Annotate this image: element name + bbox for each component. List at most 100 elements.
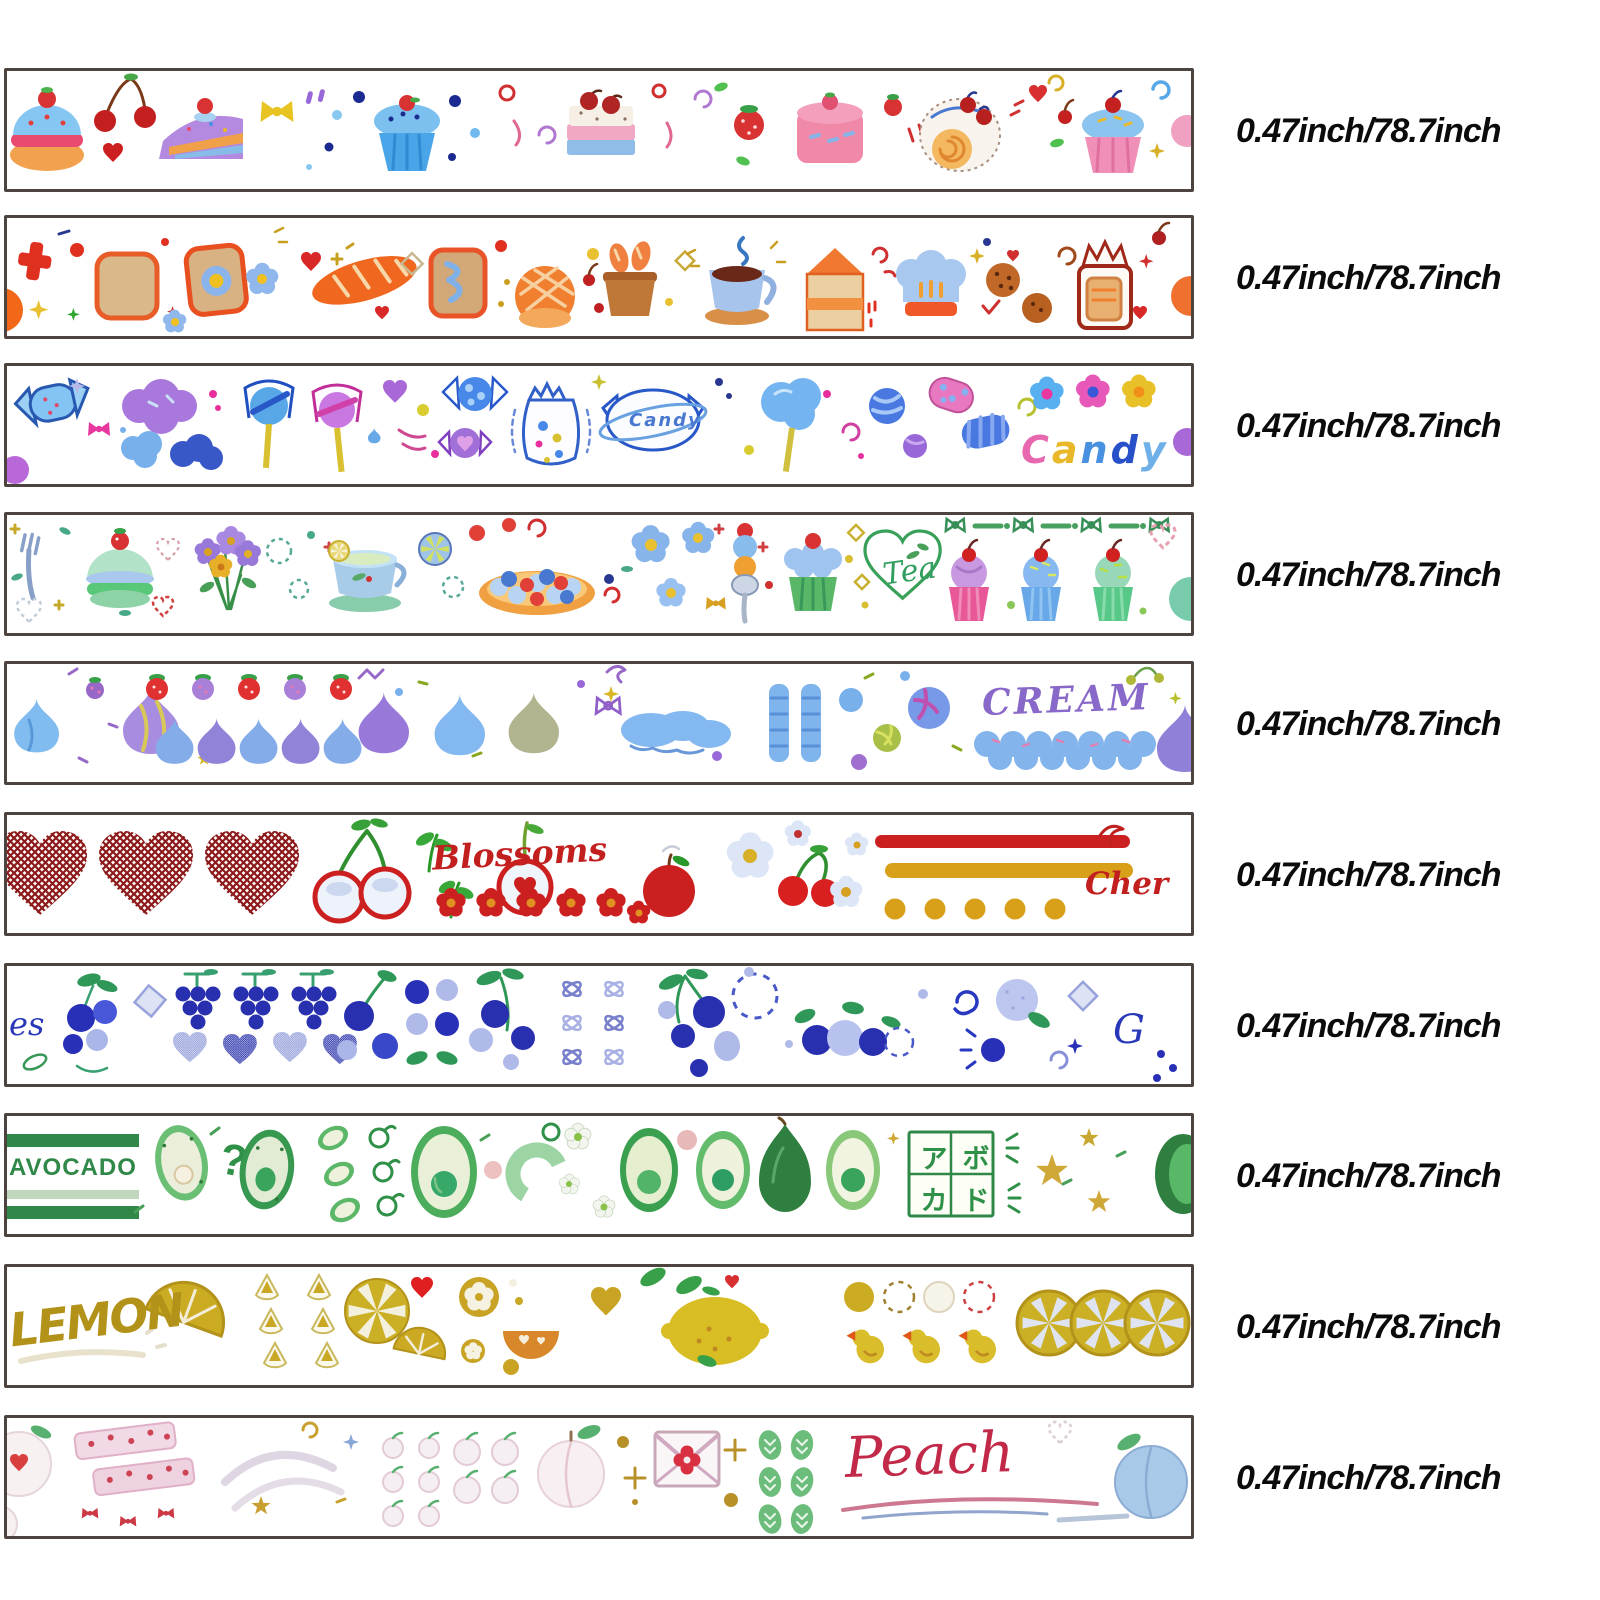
mint-macaron-icon bbox=[86, 528, 154, 608]
lollipop-blue-icon bbox=[243, 379, 295, 469]
gold-stars bbox=[1035, 1128, 1127, 1212]
bread-bag-icon bbox=[1077, 238, 1133, 330]
bouquet-icon bbox=[194, 526, 261, 611]
tape-row-blueberry: es G 0.47inch/78.7inch bbox=[0, 963, 1600, 1087]
pink-cupcake-icon bbox=[1082, 89, 1144, 173]
cotton-candy-stick-icon bbox=[744, 378, 821, 472]
edge-deco-right bbox=[1133, 221, 1191, 320]
lemon-slice-blue-icon bbox=[418, 532, 465, 599]
strawberry-icon bbox=[734, 105, 764, 166]
swirl-balls bbox=[839, 671, 963, 770]
underline-swooshes bbox=[841, 1497, 1130, 1523]
tape-strip-peach: Peach bbox=[4, 1415, 1194, 1539]
tape-art-lemon bbox=[18, 1267, 1191, 1375]
green-cupcake-icon bbox=[784, 533, 842, 611]
tape-row-dess ert: 0.47inch/78.7inch bbox=[0, 68, 1600, 192]
whole-avocado bbox=[759, 1116, 811, 1212]
kana-a: ア bbox=[920, 1143, 948, 1174]
dashed-circle-2 bbox=[883, 989, 928, 1058]
size-label: 0.47inch/78.7inch bbox=[1236, 856, 1502, 894]
tape-art-peach bbox=[7, 1420, 1188, 1536]
heart-sparkles bbox=[273, 226, 355, 271]
tea-deco-left bbox=[9, 523, 131, 623]
slice-drops-grid bbox=[254, 1272, 340, 1369]
chef-hat-icon bbox=[896, 250, 966, 316]
deco-heart-swirl bbox=[1009, 74, 1075, 148]
orange-half bbox=[503, 1331, 559, 1359]
berry-sprig-2 bbox=[469, 968, 535, 1070]
berry-trio bbox=[794, 1001, 901, 1056]
bow-outline-purple bbox=[594, 665, 627, 715]
toast-icon bbox=[94, 238, 179, 321]
dot-cluster bbox=[448, 84, 557, 161]
meringue-kiss-purple bbox=[358, 692, 409, 754]
size-label: 0.47inch/78.7inch bbox=[1236, 1308, 1502, 1346]
kana-do: ド bbox=[962, 1185, 990, 1216]
size-label: 0.47inch/78.7inch bbox=[1236, 1157, 1502, 1195]
meringue-kiss-blue bbox=[14, 698, 59, 753]
dotted-heart-peach bbox=[1047, 1420, 1073, 1445]
leaf-pair bbox=[640, 1267, 717, 1367]
cream-columns bbox=[769, 684, 821, 762]
avocado-half-4 bbox=[696, 1131, 750, 1209]
tape-strip-blueberry: es G bbox=[4, 963, 1194, 1087]
tape-art-bread bbox=[7, 221, 1191, 333]
tape-art-candy bbox=[7, 374, 1191, 484]
swiss-roll-icon bbox=[919, 91, 1001, 172]
ring-swirls-column bbox=[368, 1124, 405, 1217]
meringue-wave bbox=[155, 718, 362, 764]
ribbon-bows-grid bbox=[562, 980, 624, 1066]
red-cross-icon bbox=[18, 241, 52, 281]
circle-row bbox=[844, 1280, 996, 1314]
strawberry-dash bbox=[884, 94, 925, 143]
cherry-cupcake-pink bbox=[949, 538, 989, 621]
dotted-washi-strips bbox=[73, 1421, 196, 1527]
cookies-icon bbox=[969, 238, 1077, 323]
layered-cake-icon bbox=[10, 87, 84, 171]
sparkle-envelope-group bbox=[617, 1430, 747, 1507]
tape-row-cherry: Blossoms Cher 0.47inch/78.7inch bbox=[0, 812, 1600, 936]
kana-bo: ボ bbox=[962, 1143, 990, 1174]
milk-carton-icon bbox=[805, 246, 897, 332]
tape-row-peach: Peach 0.47inch/78.7inch bbox=[0, 1415, 1600, 1539]
tape-row-avocado: ? AVOCADO ア ボ カ ド 0.47inch/78.7inch bbox=[0, 1113, 1600, 1237]
size-label: 0.47inch/78.7inch bbox=[1236, 407, 1502, 445]
big-lemon-slice bbox=[344, 1277, 446, 1361]
wrapped-candy-icon bbox=[13, 377, 90, 429]
size-label: 0.47inch/78.7inch bbox=[1236, 556, 1502, 594]
tape-row-lemon: LEMON 0.47inch/78.7inch bbox=[0, 1264, 1600, 1388]
size-label: 0.47inch/78.7inch bbox=[1236, 1459, 1502, 1497]
grape-bunch-3 bbox=[291, 969, 337, 1030]
avocado-big-half bbox=[411, 1126, 477, 1218]
edge-avocado bbox=[1155, 1134, 1191, 1214]
cream-scallop-row bbox=[974, 731, 1156, 770]
jam-toast-icon bbox=[428, 247, 488, 319]
cake-slice-icon bbox=[159, 98, 243, 159]
left-deco bbox=[22, 983, 168, 1071]
meringue-kiss-blue2 bbox=[434, 694, 485, 756]
meringue-kiss-tan bbox=[508, 680, 585, 754]
blue-cupcake-icon bbox=[374, 95, 440, 171]
small-peach-grid bbox=[382, 1431, 440, 1527]
strawberry-row bbox=[146, 674, 352, 700]
berry-dot-grid bbox=[405, 979, 459, 1065]
swirl-candies bbox=[823, 388, 927, 459]
bread-box-icon bbox=[603, 241, 657, 316]
basket-dots bbox=[587, 248, 696, 306]
diamond-heart bbox=[375, 251, 425, 320]
meringue-edge bbox=[1157, 704, 1191, 772]
tape-row-bread: 0.47inch/78.7inch bbox=[0, 215, 1600, 339]
candy-blue-striped bbox=[961, 412, 1010, 449]
avocado-half-1 bbox=[155, 1125, 208, 1201]
planet-candy-icon bbox=[598, 388, 708, 452]
gold-sparkle-diamonds bbox=[845, 523, 871, 609]
dashed-hearts bbox=[151, 537, 181, 618]
avocado-half-2 bbox=[239, 1129, 295, 1210]
tape-art-tea bbox=[9, 517, 1191, 624]
apple-icon bbox=[643, 845, 695, 917]
peach-pair-grid bbox=[453, 1431, 519, 1504]
flower-slices bbox=[459, 1277, 523, 1375]
tape-art-cream bbox=[14, 665, 1191, 772]
zigzag-deco bbox=[357, 668, 483, 758]
berry-branch-3 bbox=[658, 968, 740, 1077]
